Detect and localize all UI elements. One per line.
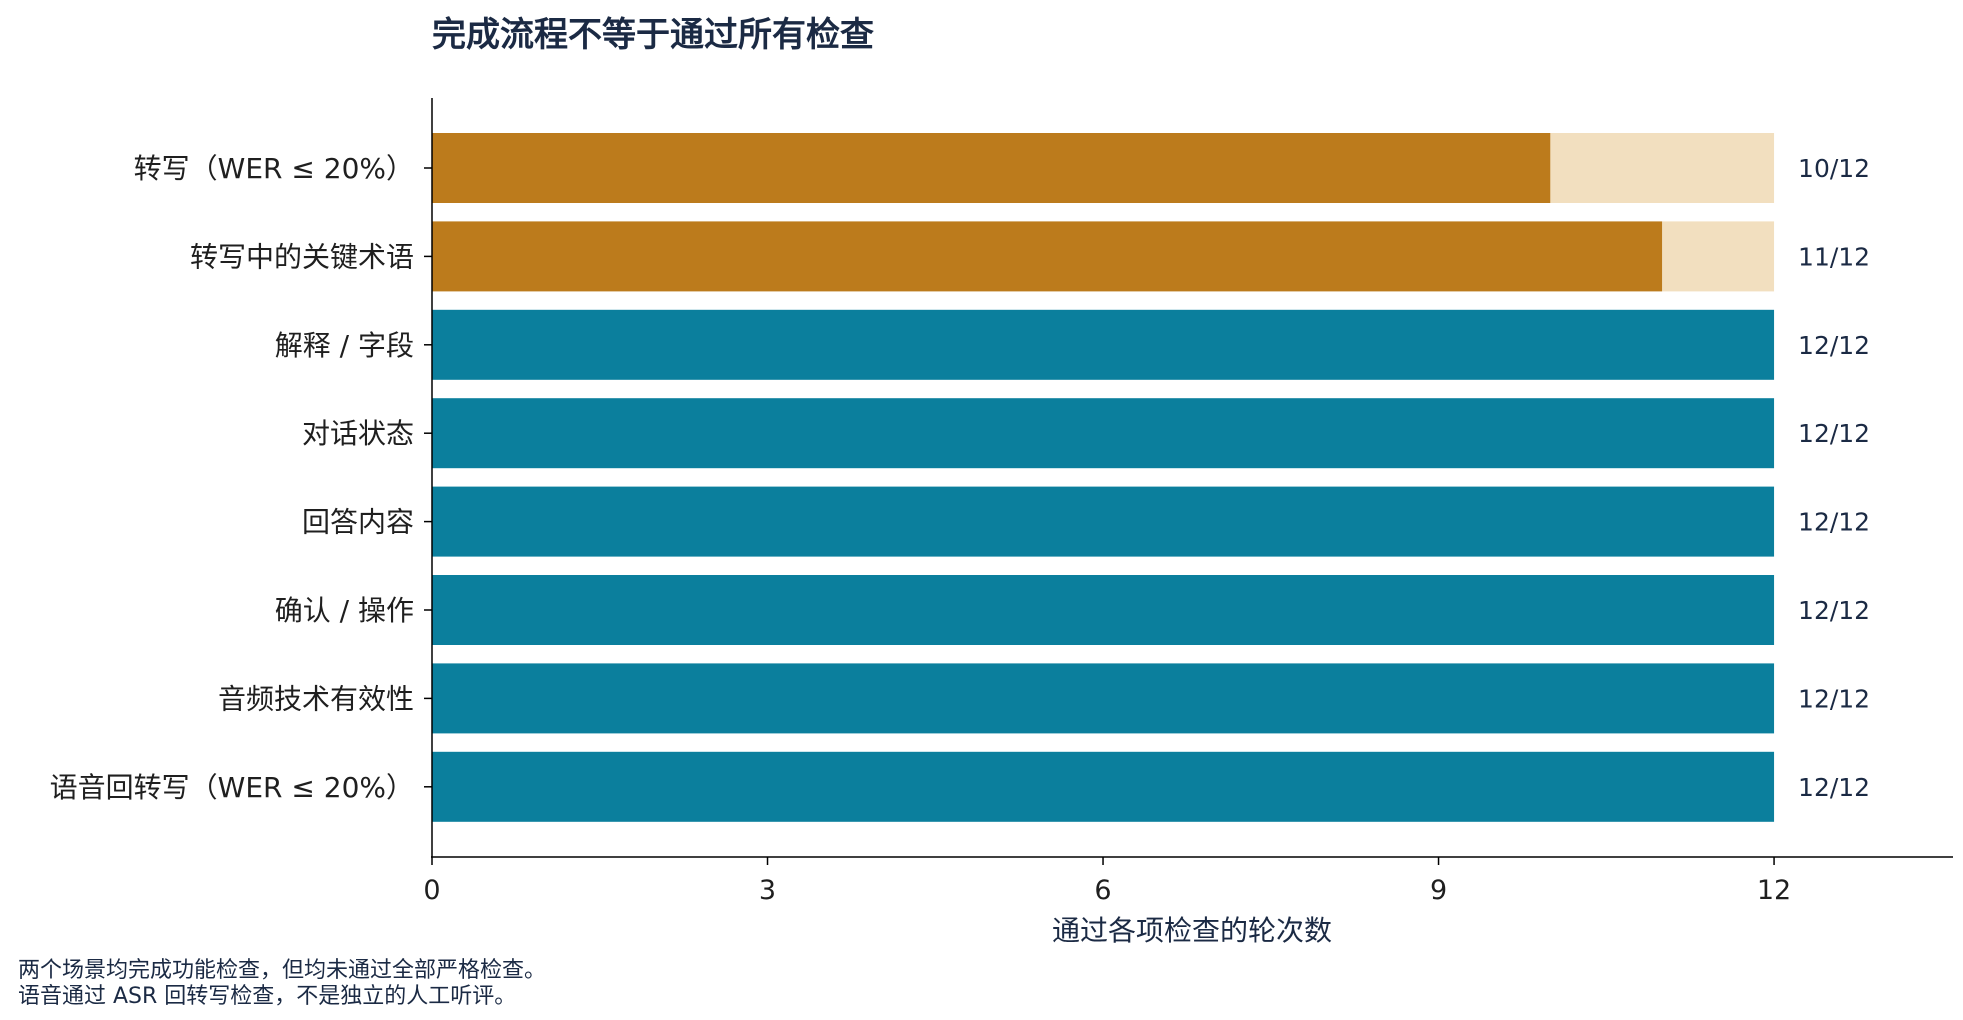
value-label-7: 12/12 [1798,773,1870,802]
value-label-2: 12/12 [1798,331,1870,360]
category-label-4: 回答内容 [302,506,414,539]
x-tick-label-2: 6 [1094,875,1111,906]
chart-title: 完成流程不等于通过所有检查 [432,15,874,55]
footnote-line-1: 两个场景均完成功能检查，但均未通过全部严格检查。 [18,958,546,983]
x-tick-label-0: 0 [423,875,440,906]
value-label-5: 12/12 [1798,596,1870,625]
bar-passed-1 [432,221,1663,292]
bar-passed-3 [432,398,1775,469]
bar-remainder-0 [1550,133,1775,203]
x-tick-label-4: 12 [1757,875,1791,906]
category-label-1: 转写中的关键术语 [190,240,414,273]
value-label-4: 12/12 [1798,508,1870,537]
footnote-line-2: 语音通过 ASR 回转写检查，不是独立的人工听评。 [18,984,516,1009]
bar-passed-0 [432,133,1551,203]
bar-passed-7 [432,751,1775,822]
bar-passed-5 [432,575,1775,645]
value-labels: 10/12 11/12 12/12 12/12 12/12 12/12 12/12 12/12 [1798,154,1870,802]
category-label-6: 音频技术有效性 [218,682,414,715]
bar-passed-6 [432,663,1775,734]
bars-group [432,133,1775,822]
x-tick-label-1: 3 [759,875,776,906]
category-label-5: 确认 / 操作 [275,594,414,627]
value-label-6: 12/12 [1798,684,1870,713]
bar-passed-2 [432,309,1775,380]
value-label-1: 11/12 [1798,242,1870,271]
x-axis-title: 通过各项检查的轮次数 [1052,914,1332,947]
value-label-0: 10/12 [1798,154,1870,183]
bar-remainder-1 [1662,221,1775,292]
category-label-2: 解释 / 字段 [275,329,414,362]
bar-passed-4 [432,486,1775,557]
category-label-3: 对话状态 [302,417,414,450]
x-tick-label-3: 9 [1430,875,1447,906]
category-label-0: 转写（WER ≤ 20%） [134,152,414,185]
category-label-7: 语音回转写（WER ≤ 20%） [50,771,414,804]
value-label-3: 12/12 [1798,419,1870,448]
x-ticks: 0 3 6 9 12 [423,857,1791,906]
